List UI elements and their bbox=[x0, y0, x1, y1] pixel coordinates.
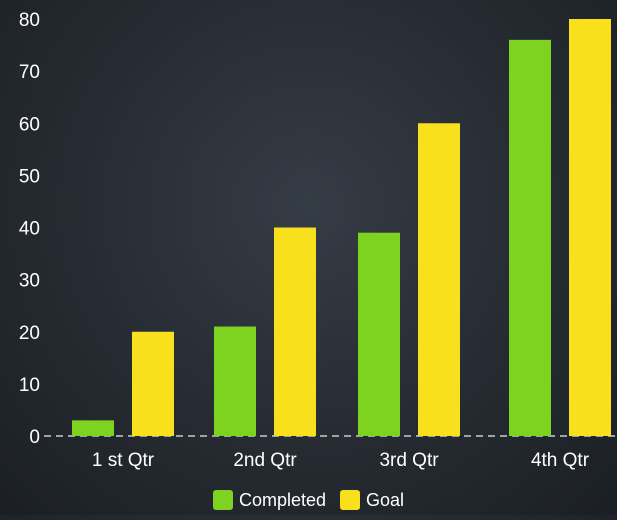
bar-completed-2[interactable] bbox=[214, 326, 256, 436]
y-tick-label-60: 60 bbox=[19, 114, 40, 135]
x-tick-label-1: 1 st Qtr bbox=[92, 450, 155, 471]
y-tick-label-0: 0 bbox=[29, 427, 40, 448]
bar-goal-1[interactable] bbox=[132, 331, 174, 436]
y-tick-label-70: 70 bbox=[19, 62, 40, 83]
legend-item-goal[interactable]: Goal bbox=[340, 490, 404, 511]
bar-series bbox=[72, 19, 611, 436]
x-tick-label-2: 2nd Qtr bbox=[233, 450, 297, 471]
y-tick-label-50: 50 bbox=[19, 166, 40, 187]
legend-label-goal: Goal bbox=[366, 489, 405, 510]
x-tick-label-4: 4th Qtr bbox=[531, 450, 590, 471]
bar-completed-1[interactable] bbox=[72, 420, 114, 436]
bar-completed-4[interactable] bbox=[509, 39, 551, 436]
bar-goal-2[interactable] bbox=[274, 227, 316, 437]
x-axis: 1 st Qtr 2nd Qtr 3rd Qtr 4th Qtr bbox=[92, 450, 590, 471]
legend-swatch-goal bbox=[340, 490, 360, 510]
bar-completed-3[interactable] bbox=[358, 232, 400, 436]
legend-swatch-completed bbox=[212, 490, 233, 510]
y-tick-label-40: 40 bbox=[19, 219, 40, 240]
bar-goal-4[interactable] bbox=[569, 19, 611, 436]
legend: Completed Goal bbox=[0, 486, 617, 514]
x-tick-label-3: 3rd Qtr bbox=[379, 450, 439, 471]
y-tick-label-20: 20 bbox=[19, 323, 40, 344]
legend-label-completed: Completed bbox=[238, 489, 326, 510]
bar-goal-3[interactable] bbox=[418, 123, 460, 436]
y-axis: 0 10 20 30 40 50 60 70 80 bbox=[19, 10, 40, 448]
y-tick-label-80: 80 bbox=[19, 10, 40, 31]
legend-item-completed[interactable]: Completed bbox=[212, 489, 326, 511]
y-tick-label-10: 10 bbox=[19, 375, 40, 396]
y-tick-label-30: 30 bbox=[19, 271, 40, 292]
